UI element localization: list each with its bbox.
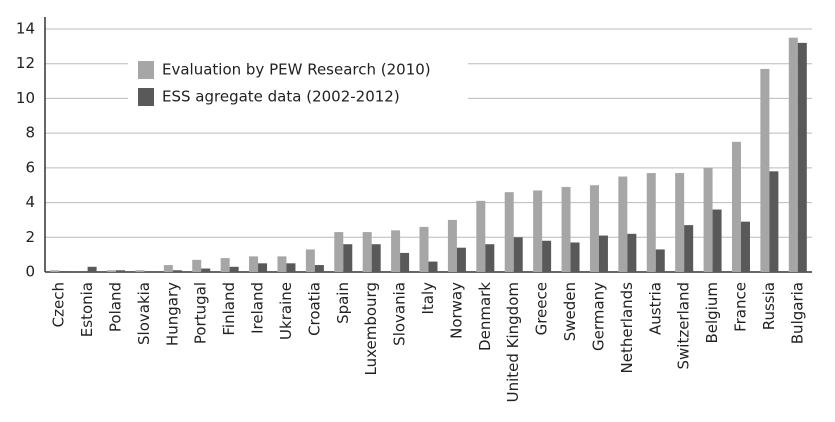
x-tick-label: Ireland [249,282,267,334]
bar [334,232,344,272]
bar [504,192,514,272]
legend-swatch [138,88,154,106]
bar [788,37,798,272]
bar [740,221,750,272]
bar [598,235,608,272]
bar [570,242,580,272]
bar [476,200,486,272]
y-tick-label: 12 [16,54,35,72]
x-tick-label: United Kingdom [504,282,522,402]
bar [201,268,211,272]
bar [731,141,741,272]
bar [87,266,97,272]
bar [59,271,69,272]
x-tick-label: Slovakia [135,282,153,345]
x-tick-label: Greece [533,282,551,335]
x-tick-label: Norway [447,282,465,339]
bar [229,266,239,272]
bar [220,258,230,272]
x-tick-label: Spain [334,282,352,324]
legend-background [128,50,468,110]
bar [684,225,694,272]
bar [456,247,466,272]
bar [371,244,381,272]
x-tick-label: Belgium [703,282,721,344]
x-tick-label: Poland [107,282,125,332]
y-tick-label: 8 [25,124,35,142]
bar [50,270,60,272]
y-tick-label: 2 [25,228,35,246]
bar [646,173,656,272]
bar [655,249,665,272]
bar [362,232,372,272]
bar [314,265,324,272]
x-tick-label: Estonia [78,282,96,337]
x-tick-label: Denmark [476,282,494,351]
x-tick-label: Hungary [163,282,181,346]
x-tick-label: Luxembourg [362,282,380,376]
bar [163,265,173,272]
bar [618,176,628,272]
bar [769,171,779,272]
x-tick-label: Russia [760,282,778,330]
x-tick-label: Netherlands [618,282,636,374]
bar [760,68,770,273]
bar [343,244,353,272]
bar [712,209,722,272]
x-tick-label: Slovania [391,282,409,346]
x-tick-label: Portugal [192,282,210,344]
bar [249,256,259,272]
bar [533,190,543,272]
bar [305,249,315,272]
bar [797,42,807,273]
y-tick-label: 10 [16,89,35,107]
x-tick-label: Sweden [561,282,579,341]
x-tick-label: Bulgaria [788,282,806,344]
y-tick-label: 6 [25,158,35,176]
bar [561,186,571,272]
x-tick-label: Switzerland [675,282,693,370]
y-tick-label: 14 [16,20,35,38]
x-tick-label: Ukraine [277,282,295,340]
bar [589,185,599,272]
x-tick-label: Italy [419,282,437,315]
x-tick-label: Germany [589,282,607,351]
bar [513,237,523,272]
bar [116,270,126,272]
bar [172,270,182,272]
bar [485,244,495,272]
y-tick-label: 0 [25,263,35,281]
x-tick-label: France [731,282,749,332]
legend-label: ESS agregate data (2002-2012) [162,88,400,106]
bar [627,233,637,272]
bar [542,240,552,272]
bar [192,259,202,272]
x-tick-label: Finland [220,282,238,336]
x-tick-label: Croatia [305,282,323,336]
bar [135,270,145,272]
bar [703,167,713,272]
bar [447,219,457,272]
bar [675,173,685,272]
legend-swatch [138,61,154,79]
x-tick-label: Austria [646,282,664,335]
bar [286,263,296,272]
bar [277,256,287,272]
bar [258,263,268,272]
bar [428,261,438,272]
x-tick-label: Czech [50,282,68,327]
bar [400,252,410,272]
legend-label: Evaluation by PEW Research (2010) [162,61,431,79]
bar [391,230,401,272]
y-tick-label: 4 [25,193,35,211]
bar [107,270,117,272]
bar [419,226,429,272]
